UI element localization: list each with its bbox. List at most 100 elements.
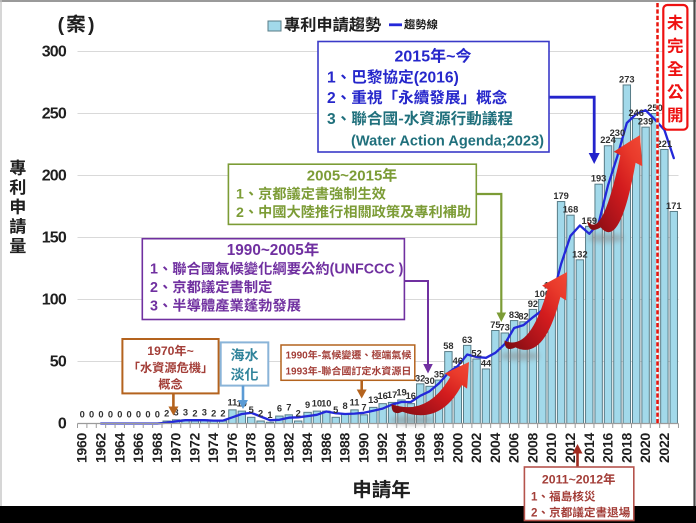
svg-text:2: 2	[211, 409, 216, 419]
svg-text:2004: 2004	[487, 433, 503, 463]
svg-text:7: 7	[361, 402, 366, 412]
svg-text:159: 159	[582, 216, 598, 226]
svg-text:(Water Action Agenda;2023): (Water Action Agenda;2023)	[351, 134, 544, 150]
svg-text:100: 100	[535, 289, 551, 299]
svg-text:1970: 1970	[147, 344, 174, 358]
svg-text:250: 250	[647, 103, 663, 113]
svg-text:2: 2	[296, 409, 301, 419]
svg-text:83: 83	[509, 310, 519, 320]
svg-text:(: (	[58, 14, 65, 36]
svg-text:1: 1	[236, 187, 244, 203]
svg-text:2022: 2022	[656, 433, 672, 463]
svg-text:1976: 1976	[224, 433, 240, 463]
svg-text:1992: 1992	[374, 433, 390, 463]
svg-text:171: 171	[666, 201, 682, 211]
svg-text:1: 1	[267, 410, 272, 420]
svg-text:1990~2005: 1990~2005	[227, 242, 304, 259]
svg-text:2015: 2015	[395, 49, 431, 66]
svg-text:2012: 2012	[562, 433, 578, 463]
svg-text:224: 224	[600, 135, 616, 145]
svg-text:230: 230	[610, 128, 626, 138]
svg-text:100: 100	[42, 292, 67, 309]
svg-text:16: 16	[406, 391, 416, 401]
svg-text:1: 1	[327, 70, 336, 87]
svg-text:~: ~	[446, 49, 455, 66]
svg-text:2: 2	[327, 90, 336, 107]
svg-text:50: 50	[50, 354, 67, 371]
svg-text:273: 273	[619, 75, 635, 85]
svg-text:5: 5	[249, 405, 254, 415]
svg-text:16: 16	[378, 391, 388, 401]
svg-text:(UNFCCC ): (UNFCCC )	[330, 262, 404, 278]
svg-text:1982: 1982	[280, 433, 296, 463]
svg-text:3: 3	[183, 407, 188, 417]
svg-text:2: 2	[164, 409, 169, 419]
svg-text:3: 3	[174, 407, 179, 417]
svg-text:7: 7	[286, 402, 291, 412]
svg-text:1: 1	[150, 262, 158, 278]
svg-text:1980: 1980	[262, 433, 278, 463]
svg-text:2000: 2000	[449, 433, 465, 463]
svg-text:46: 46	[453, 356, 463, 366]
svg-text:2014: 2014	[581, 433, 597, 463]
svg-text:1972: 1972	[186, 433, 202, 463]
svg-text:(2016): (2016)	[414, 70, 459, 87]
svg-text:2020: 2020	[637, 433, 653, 463]
svg-text:17: 17	[387, 390, 397, 400]
svg-text:1990: 1990	[355, 433, 371, 463]
svg-text:1964: 1964	[111, 433, 127, 463]
svg-text:0: 0	[89, 410, 94, 420]
svg-text:179: 179	[553, 191, 569, 201]
svg-text:75: 75	[490, 320, 500, 330]
svg-text:11: 11	[350, 397, 360, 407]
svg-text:1970: 1970	[168, 433, 184, 463]
svg-text:0: 0	[98, 410, 103, 420]
svg-text:246: 246	[628, 108, 644, 118]
svg-text:2: 2	[220, 409, 225, 419]
svg-text:52: 52	[471, 349, 481, 359]
svg-text:2010: 2010	[543, 433, 559, 463]
svg-text:1960: 1960	[74, 433, 90, 463]
svg-text:2: 2	[192, 409, 197, 419]
svg-text:2: 2	[150, 280, 158, 296]
svg-text:1996: 1996	[412, 433, 428, 463]
svg-text:1: 1	[531, 491, 538, 504]
svg-text:92: 92	[528, 299, 538, 309]
svg-text:250: 250	[42, 106, 67, 123]
svg-text:3: 3	[327, 111, 336, 128]
svg-text:5: 5	[333, 405, 338, 415]
svg-text:8: 8	[343, 401, 348, 411]
svg-text:1978: 1978	[243, 433, 259, 463]
svg-text:0: 0	[127, 410, 132, 420]
svg-text:2: 2	[258, 409, 263, 419]
svg-text:2005~2015: 2005~2015	[307, 168, 383, 185]
svg-text:0: 0	[136, 410, 141, 420]
svg-text:58: 58	[443, 341, 453, 351]
svg-text:1966: 1966	[130, 433, 146, 463]
svg-text:32: 32	[415, 373, 425, 383]
svg-text:2002: 2002	[468, 433, 484, 463]
svg-text:1974: 1974	[205, 433, 221, 463]
svg-text:239: 239	[638, 117, 654, 127]
svg-text:1968: 1968	[149, 433, 165, 463]
svg-text:2016: 2016	[600, 433, 616, 463]
svg-text:1993: 1993	[286, 367, 309, 378]
svg-text:44: 44	[481, 358, 492, 368]
svg-text:2008: 2008	[524, 433, 540, 463]
svg-text:82: 82	[518, 311, 528, 321]
svg-text:~: ~	[187, 344, 194, 358]
svg-text:2: 2	[531, 507, 537, 520]
svg-text:193: 193	[591, 174, 607, 184]
svg-text:6: 6	[277, 404, 282, 414]
svg-text:1988: 1988	[337, 433, 353, 463]
svg-text:30: 30	[424, 376, 434, 386]
svg-text:0: 0	[145, 410, 150, 420]
svg-text:1984: 1984	[299, 433, 315, 463]
svg-text:150: 150	[42, 230, 67, 247]
svg-text:1990: 1990	[286, 351, 309, 362]
svg-text:132: 132	[572, 249, 588, 259]
svg-text:200: 200	[42, 168, 67, 185]
svg-text:3: 3	[150, 299, 158, 315]
svg-text:1994: 1994	[393, 433, 409, 463]
svg-text:0: 0	[108, 410, 113, 420]
